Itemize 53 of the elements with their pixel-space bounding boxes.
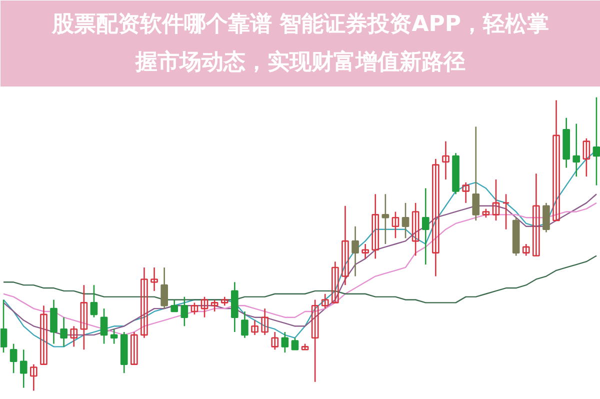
candlestick	[552, 100, 560, 222]
candlestick	[40, 304, 48, 365]
candlestick	[422, 188, 430, 266]
candlestick	[100, 308, 108, 344]
candlestick	[110, 328, 118, 344]
candlestick	[30, 364, 38, 392]
candlestick	[170, 299, 178, 312]
candlestick	[362, 243, 369, 260]
candlestick	[190, 302, 198, 316]
candlestick	[321, 293, 329, 310]
candlestick	[532, 172, 540, 256]
candlestick	[10, 343, 18, 374]
candlestick	[582, 138, 590, 178]
candlestick	[261, 308, 268, 336]
candlestick	[392, 211, 400, 239]
candlestick	[402, 202, 410, 239]
candlestick	[382, 193, 390, 245]
candlestick	[311, 299, 319, 383]
candlestick	[432, 158, 440, 277]
candlestick	[251, 320, 258, 336]
candlestick	[462, 182, 470, 204]
candlestick	[342, 205, 349, 286]
candlestick	[241, 310, 248, 339]
candlestick	[442, 140, 450, 180]
candlestick	[20, 348, 28, 388]
candlestick	[592, 96, 600, 186]
candlestick	[150, 266, 158, 292]
candlestick	[372, 193, 380, 260]
candlestick	[0, 299, 8, 354]
candlestick	[60, 316, 68, 348]
candlestick	[50, 299, 58, 344]
candlestick	[271, 331, 279, 350]
candlestick	[90, 284, 98, 318]
candlestick	[291, 337, 299, 350]
candlestick	[140, 266, 148, 339]
candlestick	[332, 260, 339, 304]
candlestick	[412, 202, 420, 256]
candlestick	[130, 331, 138, 365]
chart-title: 股票配资软件哪个靠谱 智能证券投资APP，轻松掌握市场动态，实现财富增值新路径	[51, 11, 549, 75]
candlestick	[502, 193, 510, 230]
candlestick	[160, 266, 168, 310]
candlestick	[281, 331, 289, 354]
candlestick	[472, 126, 480, 222]
candlestick	[200, 296, 208, 318]
candlestick	[352, 226, 359, 277]
candlestick	[572, 123, 580, 178]
candlestick	[80, 284, 88, 350]
candlestick	[70, 326, 78, 348]
candlestick	[492, 178, 500, 222]
candlestick	[210, 299, 218, 312]
candlestick	[180, 296, 188, 327]
candlestick	[542, 202, 550, 233]
candlestick	[522, 243, 530, 256]
